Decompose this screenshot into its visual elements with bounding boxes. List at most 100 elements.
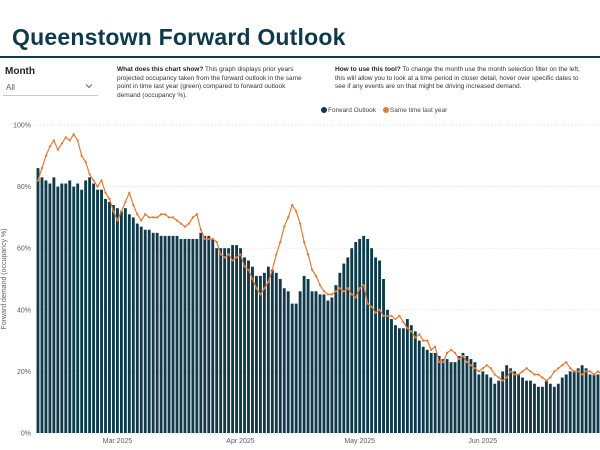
bar-forward-outlook	[544, 380, 548, 433]
bar-forward-outlook	[330, 297, 334, 433]
point-same-time-last-year	[473, 367, 477, 370]
bar-forward-outlook	[127, 214, 131, 433]
point-same-time-last-year	[541, 376, 544, 379]
point-same-time-last-year	[148, 216, 151, 219]
bar-forward-outlook	[135, 223, 139, 433]
bar-forward-outlook	[223, 248, 227, 433]
point-same-time-last-year	[529, 370, 532, 373]
point-same-time-last-year	[104, 191, 107, 194]
point-same-time-last-year	[96, 185, 99, 188]
bar-forward-outlook	[433, 352, 437, 433]
x-tick-label: Apr 2025	[226, 438, 255, 445]
bar-forward-outlook	[481, 371, 485, 433]
point-same-time-last-year	[493, 373, 496, 376]
month-filter-value: All	[6, 83, 15, 92]
legend-swatch-same-time-last-year	[382, 107, 389, 113]
point-same-time-last-year	[588, 370, 592, 373]
point-same-time-last-year	[215, 240, 218, 244]
point-same-time-last-year	[84, 160, 87, 164]
bar-forward-outlook	[243, 257, 246, 433]
bar-forward-outlook	[382, 279, 385, 433]
point-same-time-last-year	[187, 222, 191, 225]
usage-instructions-heading: How to use this tool?	[335, 66, 401, 73]
point-same-time-last-year	[334, 290, 338, 293]
point-same-time-last-year	[449, 348, 453, 351]
point-same-time-last-year	[557, 367, 560, 370]
point-same-time-last-year	[580, 373, 584, 376]
bar-forward-outlook	[151, 232, 155, 433]
point-same-time-last-year	[140, 219, 143, 222]
point-same-time-last-year	[342, 290, 345, 293]
bar-forward-outlook	[338, 272, 342, 433]
bar-forward-outlook	[362, 235, 366, 433]
point-same-time-last-year	[48, 145, 52, 148]
point-same-time-last-year	[318, 284, 322, 287]
bar-forward-outlook	[159, 235, 163, 433]
bar-forward-outlook	[119, 211, 123, 433]
point-same-time-last-year	[191, 216, 195, 219]
y-tick-label: 60%	[17, 246, 31, 253]
point-same-time-last-year	[132, 203, 135, 207]
bar-forward-outlook	[354, 242, 358, 433]
point-same-time-last-year	[465, 361, 469, 364]
point-same-time-last-year	[207, 237, 210, 241]
point-same-time-last-year	[251, 277, 254, 281]
chart-legend: Forward Outlook Same time last year	[321, 107, 452, 114]
y-tick-label: 40%	[17, 307, 31, 314]
point-same-time-last-year	[422, 339, 425, 342]
point-same-time-last-year	[382, 314, 385, 318]
bar-forward-outlook	[36, 168, 40, 433]
point-same-time-last-year	[167, 216, 171, 219]
point-same-time-last-year	[386, 314, 389, 318]
bar-forward-outlook	[112, 205, 115, 433]
title-divider	[0, 56, 600, 58]
bar-forward-outlook	[588, 374, 592, 433]
bar-forward-outlook	[108, 202, 111, 433]
month-filter-dropdown[interactable]: All	[3, 80, 98, 96]
point-same-time-last-year	[426, 339, 429, 342]
point-same-time-last-year	[255, 287, 258, 290]
legend-item-forward-outlook[interactable]: Forward Outlook	[321, 107, 376, 114]
bar-forward-outlook	[199, 232, 203, 433]
bar-forward-outlook	[421, 346, 425, 433]
point-same-time-last-year	[517, 373, 520, 376]
point-same-time-last-year	[64, 136, 67, 139]
bar-forward-outlook	[533, 383, 536, 433]
bar-forward-outlook	[572, 371, 576, 433]
point-same-time-last-year	[175, 219, 179, 222]
bar-forward-outlook	[211, 238, 215, 433]
bar-forward-outlook	[580, 365, 584, 433]
point-same-time-last-year	[437, 361, 441, 364]
point-same-time-last-year	[549, 376, 552, 379]
chart-explanation-text: This graph displays prior years projecte…	[117, 66, 302, 99]
bar-forward-outlook	[278, 279, 282, 433]
bar-forward-outlook	[131, 217, 135, 433]
bar-forward-outlook	[378, 260, 381, 433]
point-same-time-last-year	[314, 274, 318, 278]
bar-forward-outlook	[179, 238, 183, 433]
point-same-time-last-year	[263, 287, 266, 290]
point-same-time-last-year	[374, 311, 377, 315]
bar-forward-outlook	[231, 245, 235, 433]
point-same-time-last-year	[259, 293, 262, 296]
point-same-time-last-year	[354, 296, 357, 299]
bar-forward-outlook	[342, 263, 346, 433]
bar-forward-outlook	[529, 380, 532, 433]
point-same-time-last-year	[497, 376, 500, 379]
bar-forward-outlook	[147, 229, 151, 433]
point-same-time-last-year	[477, 370, 481, 373]
bar-forward-outlook	[191, 238, 195, 433]
bar-forward-outlook	[501, 371, 505, 433]
bar-forward-outlook	[72, 186, 76, 433]
point-same-time-last-year	[155, 216, 159, 219]
bar-forward-outlook	[163, 235, 167, 433]
bar-forward-outlook	[40, 177, 44, 433]
bar-forward-outlook	[560, 377, 564, 433]
bar-forward-outlook	[298, 291, 302, 433]
point-same-time-last-year	[418, 333, 421, 336]
bar-forward-outlook	[358, 238, 362, 433]
bar-forward-outlook	[445, 359, 449, 433]
point-same-time-last-year	[545, 379, 548, 382]
legend-item-same-time-last-year[interactable]: Same time last year	[382, 107, 447, 114]
bar-forward-outlook	[64, 183, 68, 433]
